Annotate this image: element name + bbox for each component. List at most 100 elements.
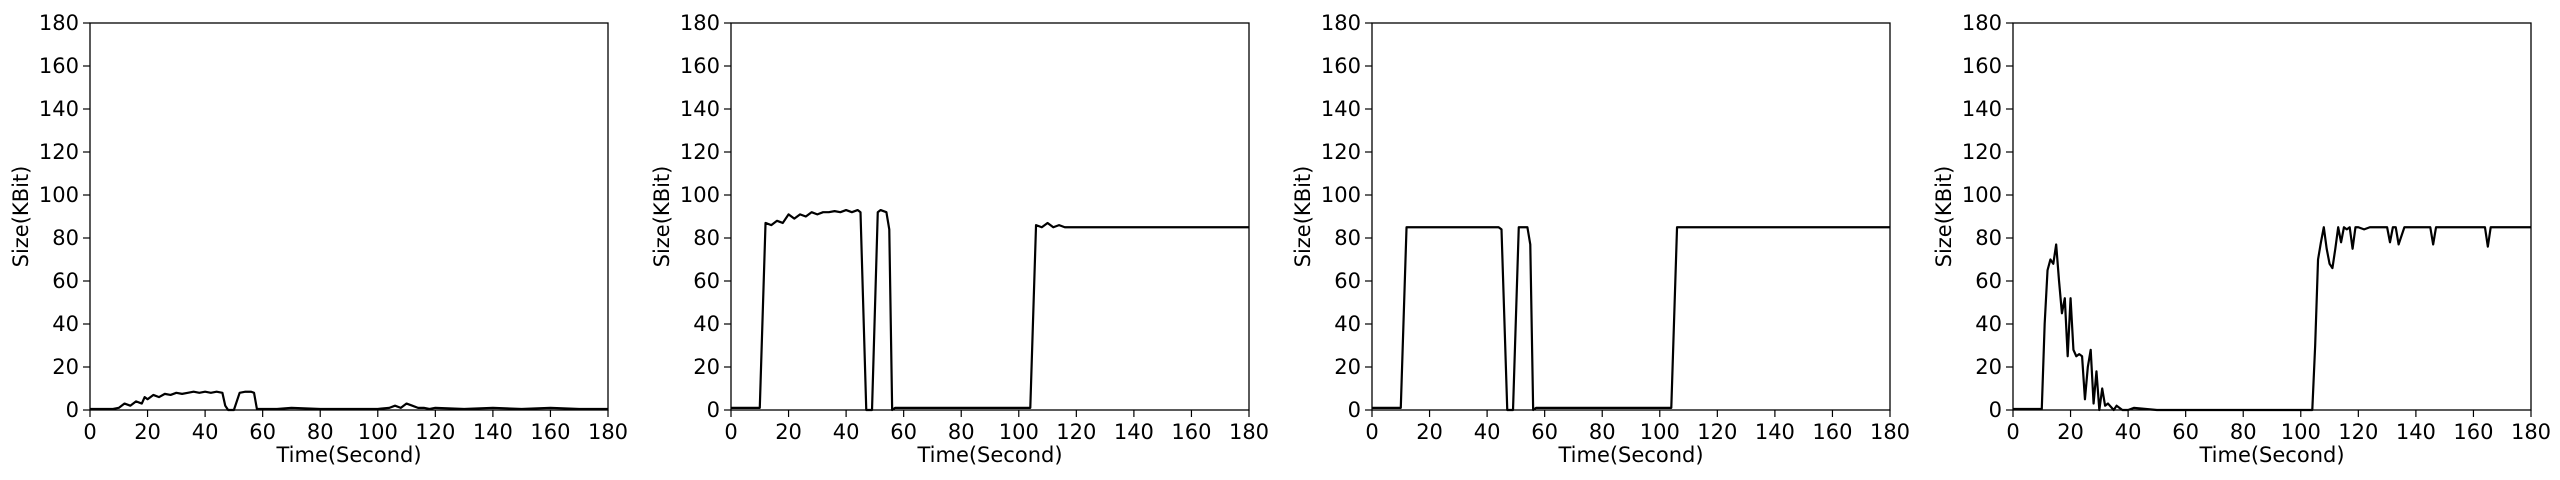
y-tick-label: 60 (693, 269, 720, 293)
x-tick-label: 20 (2057, 420, 2084, 444)
y-tick-label: 60 (52, 269, 79, 293)
y-tick-label: 0 (1989, 398, 2002, 422)
chart-panel-3: 0 20 40 60 80 100 120 140 160 180 0 20 40 60 80 100 120 1… (1291, 11, 1910, 467)
x-tick-label: 60 (890, 420, 917, 444)
series-line-1 (2013, 226, 2531, 412)
plot-frame (1371, 22, 1891, 411)
x-tick-label: 60 (249, 420, 276, 444)
chart-panel-1: 0 20 40 60 80 100 120 140 160 180 0 20 40 60 80 100 120 1… (9, 11, 628, 467)
y-tick-label: 180 (680, 11, 720, 35)
y-tick-label: 180 (1962, 11, 2002, 35)
x-axis-title: Time(Second) (275, 443, 421, 467)
y-tick-label: 120 (1321, 140, 1361, 164)
x-tick-label: 40 (1474, 420, 1501, 444)
x-tick-label: 180 (588, 420, 628, 444)
series-line-1 (731, 208, 1249, 412)
x-tick-label: 20 (775, 420, 802, 444)
x-tick-label: 60 (2172, 420, 2199, 444)
x-tick-label: 100 (2281, 420, 2321, 444)
x-tick-label: 120 (1056, 420, 1096, 444)
y-tick-label: 100 (1962, 183, 2002, 207)
y-tick-label: 100 (1321, 183, 1361, 207)
y-tick-label: 20 (693, 355, 720, 379)
y-tick-label: 100 (680, 183, 720, 207)
y-tick-label: 140 (1962, 97, 2002, 121)
y-tick-label: 0 (1348, 398, 1361, 422)
y-axis-title: Size(KBit) (9, 166, 33, 268)
series-line-1 (90, 390, 608, 412)
x-tick-label: 20 (134, 420, 161, 444)
x-tick-label: 140 (473, 420, 513, 444)
y-tick-label: 20 (52, 355, 79, 379)
x-tick-label: 80 (2230, 420, 2257, 444)
x-tick-label: 60 (1531, 420, 1558, 444)
x-tick-label: 100 (358, 420, 398, 444)
y-tick-label: 20 (1975, 355, 2002, 379)
x-tick-label: 80 (948, 420, 975, 444)
x-tick-label: 0 (83, 420, 96, 444)
x-tick-label: 40 (833, 420, 860, 444)
y-tick-label: 160 (1962, 54, 2002, 78)
y-tick-label: 160 (39, 54, 79, 78)
x-tick-label: 160 (530, 420, 570, 444)
y-axis-title: Size(KBit) (1932, 166, 1956, 268)
y-axis-title: Size(KBit) (650, 166, 674, 268)
y-tick-label: 160 (1321, 54, 1361, 78)
x-tick-label: 0 (2006, 420, 2019, 444)
x-tick-label: 120 (415, 420, 455, 444)
x-axis-title: Time(Second) (2198, 443, 2344, 467)
y-tick-label: 120 (680, 140, 720, 164)
x-tick-label: 140 (1114, 420, 1154, 444)
y-axis-title: Size(KBit) (1291, 166, 1315, 268)
y-tick-label: 20 (1334, 355, 1361, 379)
y-tick-label: 40 (52, 312, 79, 336)
x-tick-label: 180 (2511, 420, 2551, 444)
chart-panel-2: 0 20 40 60 80 100 120 140 160 180 0 20 40 60 80 100 120 1… (650, 11, 1269, 467)
y-tick-label: 80 (693, 226, 720, 250)
x-tick-label: 40 (2115, 420, 2142, 444)
x-tick-label: 160 (1812, 420, 1852, 444)
x-tick-label: 140 (1755, 420, 1795, 444)
y-tick-label: 40 (693, 312, 720, 336)
x-tick-label: 0 (724, 420, 737, 444)
y-tick-label: 80 (1334, 226, 1361, 250)
x-tick-label: 80 (1589, 420, 1616, 444)
plot-frame (2012, 22, 2532, 411)
x-tick-label: 160 (1171, 420, 1211, 444)
y-tick-label: 40 (1334, 312, 1361, 336)
x-tick-label: 100 (1640, 420, 1680, 444)
x-tick-label: 20 (1416, 420, 1443, 444)
y-tick-label: 60 (1334, 269, 1361, 293)
x-tick-label: 80 (307, 420, 334, 444)
y-tick-label: 140 (39, 97, 79, 121)
x-tick-label: 160 (2453, 420, 2493, 444)
x-tick-label: 180 (1870, 420, 1910, 444)
y-tick-label: 60 (1975, 269, 2002, 293)
y-tick-label: 180 (39, 11, 79, 35)
y-tick-label: 120 (1962, 140, 2002, 164)
x-tick-label: 180 (1229, 420, 1269, 444)
x-tick-label: 40 (192, 420, 219, 444)
y-tick-label: 80 (52, 226, 79, 250)
x-tick-label: 140 (2396, 420, 2436, 444)
x-tick-label: 120 (2338, 420, 2378, 444)
y-tick-label: 160 (680, 54, 720, 78)
x-axis-title: Time(Second) (1557, 443, 1703, 467)
y-tick-label: 100 (39, 183, 79, 207)
y-tick-label: 140 (680, 97, 720, 121)
x-tick-label: 0 (1365, 420, 1378, 444)
plot-frame (89, 22, 609, 411)
y-tick-label: 120 (39, 140, 79, 164)
plot-frame (730, 22, 1250, 411)
y-tick-label: 80 (1975, 226, 2002, 250)
y-tick-label: 0 (707, 398, 720, 422)
x-tick-label: 120 (1697, 420, 1737, 444)
x-axis-title: Time(Second) (916, 443, 1062, 467)
y-tick-label: 140 (1321, 97, 1361, 121)
y-tick-label: 180 (1321, 11, 1361, 35)
y-tick-label: 0 (66, 398, 79, 422)
chart-panel-4: 0 20 40 60 80 100 120 140 160 180 0 20 40 60 80 100 120 1… (1932, 11, 2551, 467)
y-tick-label: 40 (1975, 312, 2002, 336)
x-tick-label: 100 (999, 420, 1039, 444)
